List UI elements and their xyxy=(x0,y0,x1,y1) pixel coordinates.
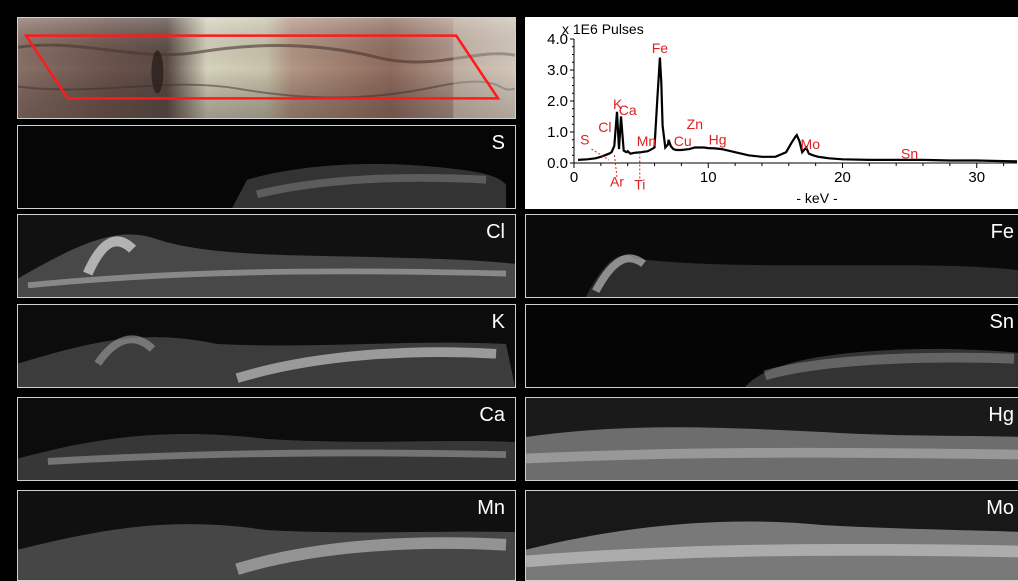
peak-label: Zn xyxy=(687,116,703,132)
map-image xyxy=(18,126,515,208)
map-image xyxy=(526,491,1018,580)
peak-label: S xyxy=(580,131,589,147)
peak-label: Fe xyxy=(652,40,669,56)
xrf-spectrum-chart: x 1E6 Pulses - keV - 0.0 1.0 2.0 3.0 4.0 0 10 2… xyxy=(525,17,1018,209)
x-tick-label: 30 xyxy=(968,169,985,186)
element-map-k: K xyxy=(17,304,516,388)
s-leader-line xyxy=(591,148,610,161)
peak-label: Ca xyxy=(619,102,637,118)
y-tick-label: 4.0 xyxy=(547,31,568,48)
element-map-cl: Cl xyxy=(17,214,516,298)
element-label: Hg xyxy=(988,404,1014,426)
peak-label: Ar xyxy=(610,173,624,189)
element-label: Cl xyxy=(486,221,505,243)
element-label: Mo xyxy=(986,497,1014,519)
peak-label: Hg xyxy=(709,131,727,147)
peak-label: Ti xyxy=(634,176,645,192)
element-map-mn: Mn xyxy=(17,490,516,581)
map-image xyxy=(526,215,1018,297)
spectrum-svg: x 1E6 Pulses - keV - 0.0 1.0 2.0 3.0 4.0 0 10 2… xyxy=(547,21,1018,206)
peak-label: Mn xyxy=(637,133,656,149)
x-axis-label: - keV - xyxy=(796,190,838,206)
x-tick-label: 10 xyxy=(700,169,717,186)
element-map-s: S xyxy=(17,125,516,209)
map-image xyxy=(18,305,515,387)
chart-tick-labels: 0.0 1.0 2.0 3.0 4.0 0 10 20 30 xyxy=(547,31,1005,186)
peak-label: Sn xyxy=(901,145,918,161)
map-image xyxy=(18,215,515,297)
peak-label: Mo xyxy=(801,136,821,152)
element-map-hg: Hg xyxy=(525,397,1018,481)
sample-photo xyxy=(17,17,516,119)
element-map-mo: Mo xyxy=(525,490,1018,581)
peak-label: K xyxy=(613,96,623,112)
map-image xyxy=(18,398,515,480)
y-unit-label: x 1E6 Pulses xyxy=(562,21,644,37)
x-tick-label: 0 xyxy=(570,169,578,186)
map-image xyxy=(526,305,1018,387)
spectrum-line xyxy=(577,57,1018,163)
element-label: Mn xyxy=(477,497,505,519)
map-image xyxy=(526,398,1018,480)
element-label: K xyxy=(491,311,505,333)
element-map-ca: Ca xyxy=(17,397,516,481)
x-tick-label: 20 xyxy=(834,169,851,186)
peak-label: Cu xyxy=(674,133,692,149)
sample-photo-image xyxy=(18,18,515,118)
y-tick-label: 2.0 xyxy=(547,93,568,110)
element-label: S xyxy=(491,132,505,154)
y-tick-label: 1.0 xyxy=(547,124,568,141)
selection-parallelogram xyxy=(23,34,501,100)
element-map-sn: Sn xyxy=(525,304,1018,388)
spectrum-line-group xyxy=(577,57,1018,163)
element-label: Fe xyxy=(990,221,1014,243)
peak-label: Cl xyxy=(598,119,611,135)
element-label: Ca xyxy=(479,404,505,426)
element-map-fe: Fe xyxy=(525,214,1018,298)
y-tick-label: 0.0 xyxy=(547,155,568,172)
y-tick-label: 3.0 xyxy=(547,62,568,79)
element-label: Sn xyxy=(989,311,1014,333)
map-image xyxy=(18,491,515,580)
